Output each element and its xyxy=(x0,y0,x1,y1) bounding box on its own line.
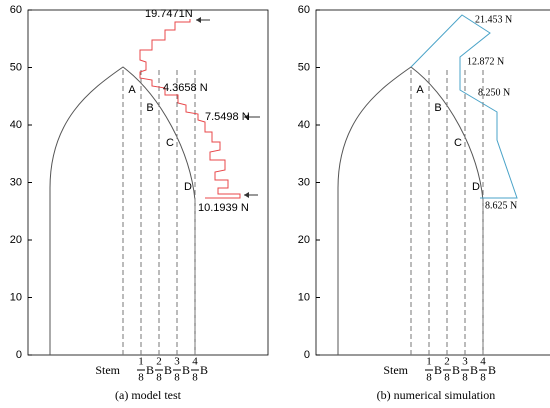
y-tick-label: 10 xyxy=(298,291,310,303)
y-tick-label: 40 xyxy=(298,119,310,131)
y-tick-label: 40 xyxy=(10,119,22,131)
caption: (a) model test xyxy=(115,388,182,402)
x-label-den: 8 xyxy=(444,372,450,384)
station-label: B xyxy=(146,102,153,114)
force-label: 4.3658 N xyxy=(163,82,208,94)
x-label-num: 2 xyxy=(156,356,162,368)
x-label-unit: B xyxy=(182,363,190,377)
station-label: C xyxy=(454,137,462,149)
x-label-num: 1 xyxy=(426,356,432,368)
force-label: 7.5498 N xyxy=(205,111,250,123)
force-curve xyxy=(410,14,518,199)
station-label: D xyxy=(472,181,480,193)
x-label-num: 1 xyxy=(138,356,144,368)
station-label: B xyxy=(434,102,441,114)
force-label: 12.872 N xyxy=(467,56,504,67)
y-tick-label: 20 xyxy=(298,234,310,246)
arrow-head xyxy=(244,114,249,120)
force-label: 21.453 N xyxy=(475,14,512,25)
x-label-num: 3 xyxy=(462,356,468,368)
arrow-head xyxy=(244,192,249,198)
x-label-den: 8 xyxy=(192,372,198,384)
x-label-num: 4 xyxy=(480,356,486,368)
x-label-den: 8 xyxy=(480,372,486,384)
x-label-den: 8 xyxy=(138,372,144,384)
force-curve xyxy=(139,19,241,199)
station-label: A xyxy=(128,84,136,96)
y-tick-label: 30 xyxy=(298,176,310,188)
station-label: C xyxy=(166,137,174,149)
y-tick-label: 0 xyxy=(304,349,310,361)
y-tick-label: 50 xyxy=(298,61,310,73)
x-label: Stem xyxy=(383,363,408,377)
y-tick-label: 0 xyxy=(16,349,22,361)
x-label-unit: B xyxy=(200,363,208,377)
x-label-unit: B xyxy=(452,363,460,377)
axes-frame xyxy=(27,9,269,356)
station-label: A xyxy=(416,84,424,96)
y-tick-label: 60 xyxy=(10,4,22,16)
x-label-unit: B xyxy=(146,363,154,377)
x-label-den: 8 xyxy=(174,372,180,384)
hull xyxy=(49,66,196,355)
y-tick-label: 60 xyxy=(298,4,310,16)
x-label-den: 8 xyxy=(156,372,162,384)
caption: (b) numerical simulation xyxy=(377,388,496,402)
y-tick-label: 20 xyxy=(10,234,22,246)
x-label-num: 2 xyxy=(444,356,450,368)
force-label: 8.625 N xyxy=(485,200,517,211)
x-label-den: 8 xyxy=(462,372,468,384)
x-label-den: 8 xyxy=(426,372,432,384)
y-tick-label: 30 xyxy=(10,176,22,188)
x-label-num: 3 xyxy=(174,356,180,368)
x-label-unit: B xyxy=(434,363,442,377)
x-label-num: 4 xyxy=(192,356,198,368)
axes-frame xyxy=(315,9,550,356)
force-label: 10.1939 N xyxy=(198,202,249,214)
station-label: D xyxy=(184,181,192,193)
y-tick-label: 10 xyxy=(10,291,22,303)
arrow-head xyxy=(196,17,201,23)
force-label: 19.7471N xyxy=(145,8,193,20)
x-label-unit: B xyxy=(164,363,172,377)
x-label-unit: B xyxy=(488,363,496,377)
x-label-unit: B xyxy=(470,363,478,377)
y-tick-label: 50 xyxy=(10,61,22,73)
x-label: Stem xyxy=(95,363,120,377)
force-label: 8.250 N xyxy=(478,87,510,98)
